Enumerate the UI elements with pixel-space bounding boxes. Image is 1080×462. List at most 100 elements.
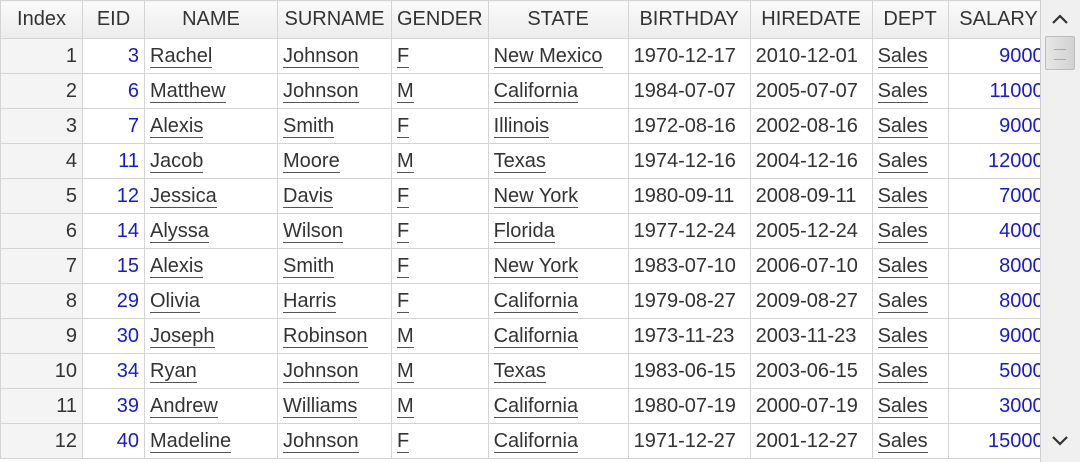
cell-index[interactable]: 3 xyxy=(0,108,83,144)
cell-eid[interactable]: 14 xyxy=(82,213,145,249)
cell-eid[interactable]: 7 xyxy=(82,108,145,144)
cell-birthday[interactable]: 1980-07-19 xyxy=(627,388,751,424)
cell-hiredate[interactable]: 2005-12-24 xyxy=(749,213,873,249)
cell-birthday[interactable]: 1977-12-24 xyxy=(627,213,751,249)
cell-hiredate[interactable]: 2003-06-15 xyxy=(749,353,873,389)
link-text[interactable]: Rachel xyxy=(150,44,213,68)
column-header-salary[interactable]: SALARY xyxy=(947,0,1050,39)
cell-hiredate[interactable]: 2000-07-19 xyxy=(749,388,873,424)
link-text[interactable]: Johnson xyxy=(283,429,359,453)
cell-gender[interactable]: F xyxy=(391,248,489,284)
cell-index[interactable]: 1 xyxy=(0,38,83,74)
table-row[interactable]: 7 15 Alexis Smith F New York 1983-07-10 2006-07… xyxy=(0,248,1050,284)
cell-hiredate[interactable]: 2006-07-10 xyxy=(749,248,873,284)
cell-state[interactable]: California xyxy=(487,283,629,319)
link-text[interactable]: F xyxy=(397,44,410,68)
cell-gender[interactable]: F xyxy=(391,423,489,459)
cell-index[interactable]: 5 xyxy=(0,178,83,214)
column-header-index[interactable]: Index xyxy=(0,0,83,39)
cell-salary[interactable]: 11000 xyxy=(947,73,1050,109)
cell-salary[interactable]: 9000 xyxy=(947,318,1050,354)
cell-salary[interactable]: 8000 xyxy=(947,283,1050,319)
link-text[interactable]: New York xyxy=(493,184,579,208)
link-text[interactable]: Sales xyxy=(877,149,928,173)
cell-hiredate[interactable]: 2010-12-01 xyxy=(749,38,873,74)
link-text[interactable]: Sales xyxy=(877,429,928,453)
column-header-surname[interactable]: SURNAME xyxy=(277,0,392,39)
cell-gender[interactable]: F xyxy=(391,213,489,249)
cell-surname[interactable]: Johnson xyxy=(277,38,392,74)
link-text[interactable]: Smith xyxy=(283,254,335,278)
link-text[interactable]: Andrew xyxy=(150,394,218,418)
link-text[interactable]: Davis xyxy=(283,184,334,208)
cell-eid[interactable]: 30 xyxy=(82,318,145,354)
cell-surname[interactable]: Johnson xyxy=(277,353,392,389)
link-text[interactable]: Sales xyxy=(877,254,928,278)
link-text[interactable]: M xyxy=(397,324,414,348)
cell-surname[interactable]: Johnson xyxy=(277,73,392,109)
link-text[interactable]: Matthew xyxy=(150,79,226,103)
table-row[interactable]: 5 12 Jessica Davis F New York 1980-09-11 2008-0… xyxy=(0,178,1050,214)
cell-birthday[interactable]: 1974-12-16 xyxy=(627,143,751,179)
cell-name[interactable]: Jacob xyxy=(144,143,278,179)
vertical-scrollbar[interactable] xyxy=(1040,0,1080,462)
table-row[interactable]: 10 34 Ryan Johnson M Texas 1983-06-15 2003-06-1… xyxy=(0,353,1050,389)
cell-gender[interactable]: F xyxy=(391,108,489,144)
cell-dept[interactable]: Sales xyxy=(871,143,949,179)
cell-state[interactable]: New Mexico xyxy=(487,38,629,74)
link-text[interactable]: Johnson xyxy=(283,44,359,68)
link-text[interactable]: F xyxy=(397,184,410,208)
column-header-hiredate[interactable]: HIREDATE xyxy=(749,0,873,39)
cell-name[interactable]: Andrew xyxy=(144,388,278,424)
cell-dept[interactable]: Sales xyxy=(871,423,949,459)
scroll-down-button[interactable] xyxy=(1043,424,1077,458)
cell-salary[interactable]: 9000 xyxy=(947,108,1050,144)
column-header-state[interactable]: STATE xyxy=(487,0,629,39)
cell-index[interactable]: 7 xyxy=(0,248,83,284)
cell-state[interactable]: Illinois xyxy=(487,108,629,144)
link-text[interactable]: Smith xyxy=(283,114,335,138)
cell-dept[interactable]: Sales xyxy=(871,73,949,109)
cell-eid[interactable]: 6 xyxy=(82,73,145,109)
cell-eid[interactable]: 40 xyxy=(82,423,145,459)
cell-index[interactable]: 12 xyxy=(0,423,83,459)
cell-surname[interactable]: Harris xyxy=(277,283,392,319)
table-row[interactable]: 11 39 Andrew Williams M California 1980-07-19 2… xyxy=(0,388,1050,424)
link-text[interactable]: Joseph xyxy=(150,324,215,348)
cell-eid[interactable]: 3 xyxy=(82,38,145,74)
cell-surname[interactable]: Moore xyxy=(277,143,392,179)
cell-gender[interactable]: M xyxy=(391,143,489,179)
link-text[interactable]: California xyxy=(493,289,579,313)
cell-gender[interactable]: M xyxy=(391,388,489,424)
link-text[interactable]: California xyxy=(493,324,579,348)
cell-birthday[interactable]: 1973-11-23 xyxy=(627,318,751,354)
cell-eid[interactable]: 39 xyxy=(82,388,145,424)
cell-name[interactable]: Matthew xyxy=(144,73,278,109)
link-text[interactable]: Williams xyxy=(283,394,358,418)
cell-state[interactable]: California xyxy=(487,318,629,354)
cell-surname[interactable]: Smith xyxy=(277,108,392,144)
cell-gender[interactable]: M xyxy=(391,73,489,109)
cell-state[interactable]: California xyxy=(487,388,629,424)
link-text[interactable]: Ryan xyxy=(150,359,197,383)
cell-hiredate[interactable]: 2001-12-27 xyxy=(749,423,873,459)
cell-name[interactable]: Olivia xyxy=(144,283,278,319)
cell-eid[interactable]: 11 xyxy=(82,143,145,179)
cell-name[interactable]: Ryan xyxy=(144,353,278,389)
cell-state[interactable]: California xyxy=(487,73,629,109)
table-row[interactable]: 3 7 Alexis Smith F Illinois 1972-08-16 2002-08-… xyxy=(0,108,1050,144)
cell-index[interactable]: 6 xyxy=(0,213,83,249)
link-text[interactable]: M xyxy=(397,149,414,173)
cell-state[interactable]: California xyxy=(487,423,629,459)
cell-index[interactable]: 9 xyxy=(0,318,83,354)
cell-name[interactable]: Rachel xyxy=(144,38,278,74)
cell-state[interactable]: Texas xyxy=(487,353,629,389)
link-text[interactable]: California xyxy=(493,394,579,418)
link-text[interactable]: M xyxy=(397,359,414,383)
cell-hiredate[interactable]: 2004-12-16 xyxy=(749,143,873,179)
cell-surname[interactable]: Johnson xyxy=(277,423,392,459)
link-text[interactable]: M xyxy=(397,79,414,103)
cell-gender[interactable]: M xyxy=(391,353,489,389)
link-text[interactable]: Robinson xyxy=(283,324,368,348)
link-text[interactable]: Sales xyxy=(877,184,928,208)
